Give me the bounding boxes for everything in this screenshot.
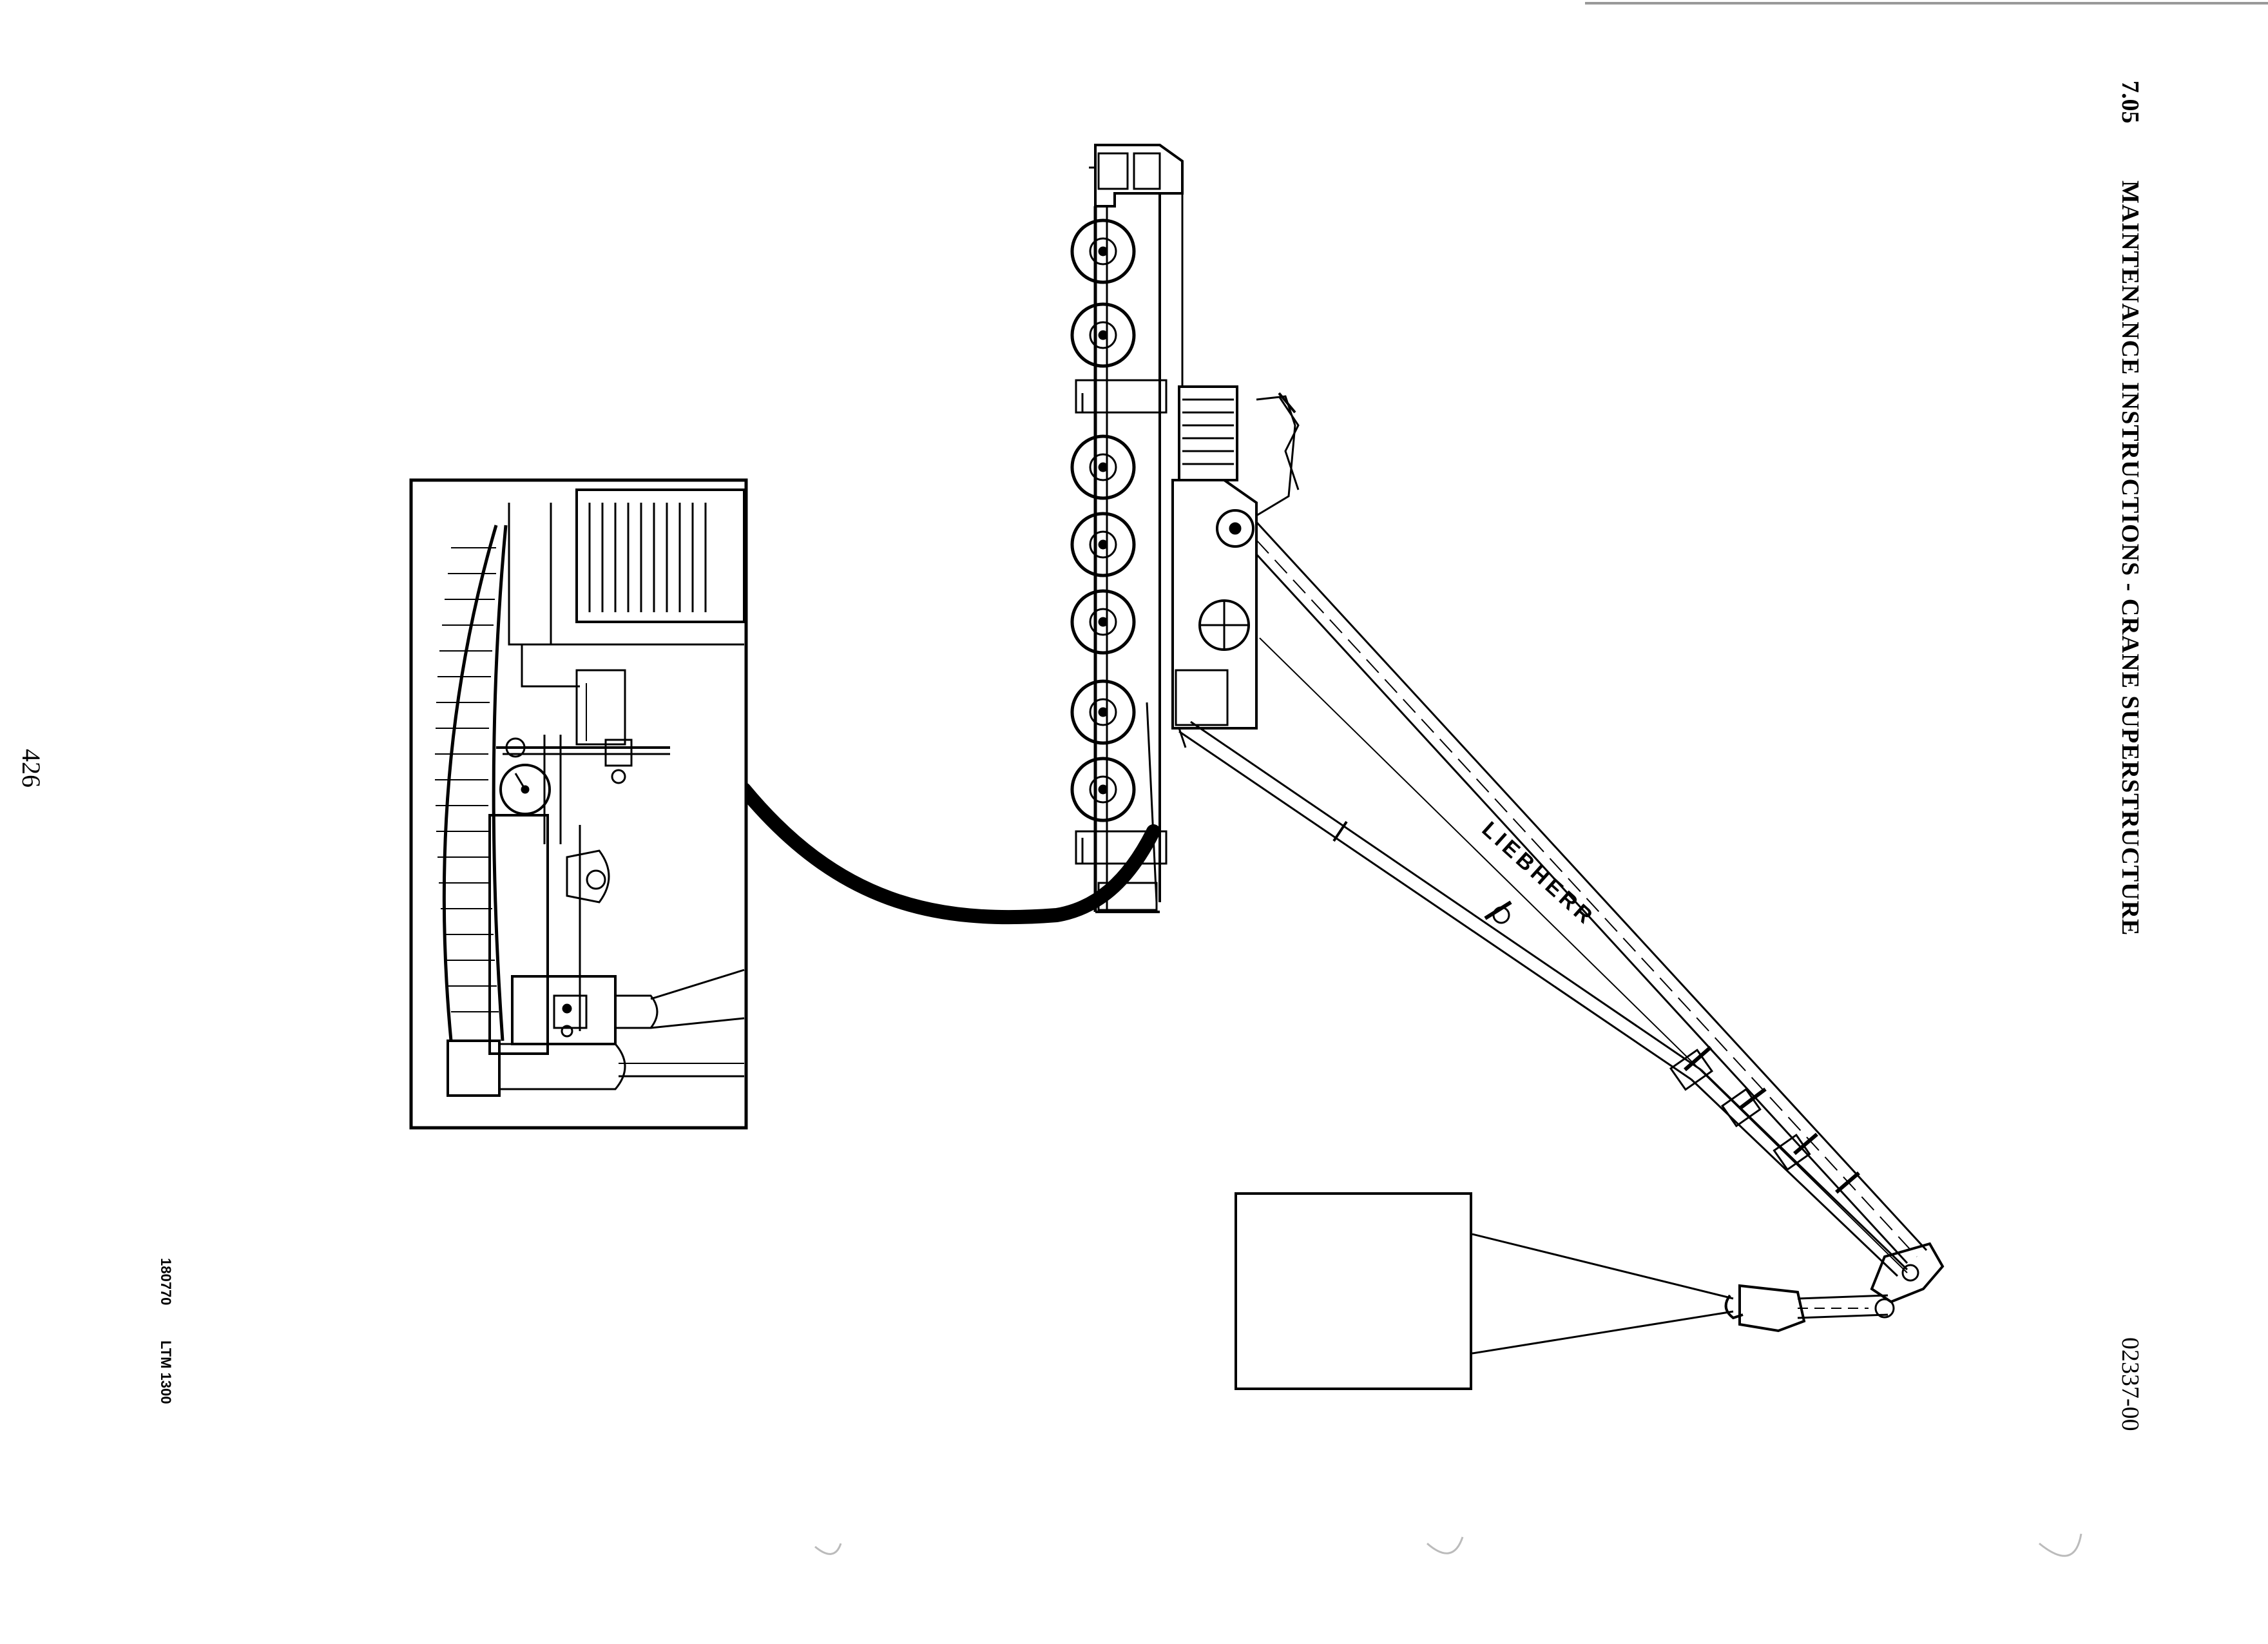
page-number: 426 [17,749,46,788]
connector-cable [737,782,1160,925]
document-number: 02337-00 [2117,1337,2144,1431]
binder-hole [2039,1533,2082,1557]
model-code: LTM 1300 [158,1340,174,1404]
load-weight-icon [1235,1192,1472,1390]
wheels [1070,218,1136,822]
print-code: 180770 [158,1258,174,1306]
section-title: MAINTENANCE INSTRUCTIONS - CRANE SUPERST… [2117,180,2144,936]
dial-indicator-detail [409,478,748,1130]
dial-indicator-icon [496,735,670,844]
binder-hole [814,1543,842,1555]
binder-hole [1427,1536,1464,1554]
mobile-crane-icon [1070,144,1300,913]
section-number: 7.05 [2117,81,2144,124]
